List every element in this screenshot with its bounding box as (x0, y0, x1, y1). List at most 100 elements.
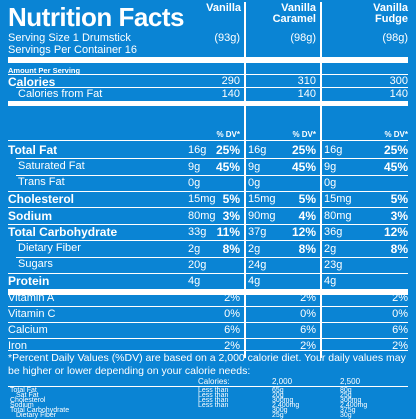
nutrient-amount: 4g (188, 275, 201, 287)
divider (8, 289, 408, 295)
nutrient-dv: 8% (222, 242, 240, 256)
dv-header: % DV* (384, 130, 408, 139)
nutrient-amount: 2g (324, 243, 337, 255)
nutrient-dv: 8% (298, 242, 316, 256)
table-cell: 300g (272, 407, 288, 414)
nutrient-dv: 5% (390, 192, 408, 206)
divider (8, 140, 408, 141)
nutrient-amount: 2g (188, 243, 201, 255)
nutrient-label: Protein (8, 274, 50, 288)
nutrient-amount: 15mg (248, 193, 276, 205)
servings-per-container: Servings Per Container 16 (8, 44, 138, 56)
nutrient-label: Total Carbohydrate (8, 225, 118, 239)
table-row-label: Cholesterol (10, 397, 46, 404)
divider (8, 338, 408, 339)
table-cell: Less than (198, 397, 229, 404)
nutrient-amount: 37g (248, 226, 267, 238)
nutrient-dv: 25% (215, 143, 240, 157)
calories-from-fat-value: 140 (389, 88, 408, 100)
nutrient-amount: 16g (324, 144, 343, 156)
divider (16, 240, 408, 241)
nutrient-dv: 8% (390, 242, 408, 256)
divider (8, 350, 408, 351)
table-row-label: Sodium (10, 402, 34, 409)
nutrient-label: Sugars (18, 258, 53, 270)
nutrient-dv: 5% (298, 192, 316, 206)
nutrient-label: Saturated Fat (18, 160, 85, 172)
divider (16, 257, 408, 258)
nutrient-amount: 80mg (188, 210, 216, 222)
table-cell: Less than (198, 402, 229, 409)
vitamin-label: Vitamin C (8, 308, 56, 320)
nutrient-amount: 0g (248, 177, 261, 189)
vitamin-dv: 0% (300, 308, 316, 320)
nutrient-label: Sodium (8, 209, 52, 223)
table-cell: Less than (198, 387, 229, 394)
table-row-label: Total Carbohydrate (10, 407, 70, 414)
table-cell: 25g (340, 392, 352, 399)
vitamin-label: Calcium (8, 324, 48, 336)
nutrient-amount: 23g (324, 259, 343, 271)
nutrient-amount: 24g (248, 259, 267, 271)
divider (8, 207, 408, 208)
divider (8, 224, 408, 225)
table-cell: 2,400mg (340, 402, 368, 409)
daily-value-footnote: *Percent Daily Values (%DV) are based on… (8, 352, 406, 377)
nutrient-dv: 45% (291, 160, 316, 174)
table-header-cell: 2,000 (272, 377, 293, 386)
nutrient-dv: 45% (383, 160, 408, 174)
calories-value: 290 (221, 75, 240, 87)
dv-header: % DV* (216, 130, 240, 139)
serving-size-grams: (93g) (214, 32, 240, 44)
nutrient-amount: 4g (248, 275, 261, 287)
table-cell: 65g (272, 387, 284, 394)
divider (8, 273, 408, 274)
table-header-cell: 2,500 (340, 377, 361, 386)
divider (16, 158, 408, 159)
thick-divider (8, 57, 408, 63)
vitamin-dv: 6% (224, 324, 240, 336)
nutrient-label: Dietary Fiber (18, 242, 81, 254)
vitamin-dv: 2% (300, 292, 316, 304)
nutrient-dv: 11% (216, 225, 240, 239)
nutrient-amount: 2g (248, 243, 261, 255)
nutrient-amount: 16g (248, 144, 267, 156)
amount-per-serving: Amount Per Serving (8, 66, 81, 75)
nutrient-amount: 4g (324, 275, 337, 287)
vitamin-dv: 2% (224, 340, 240, 352)
serving-size-grams: (98g) (382, 32, 408, 44)
column-header-vanilla-fudge: Vanilla Fudge (373, 2, 408, 25)
nutrition-facts-title: Nutrition Facts (8, 2, 184, 32)
vitamin-dv: 2% (300, 340, 316, 352)
nutrient-amount: 0g (188, 177, 201, 189)
nutrient-amount: 15mg (324, 193, 352, 205)
nutrient-dv: 12% (383, 225, 408, 239)
table-cell: 80g (340, 387, 352, 394)
vitamin-dv: 0% (224, 308, 240, 320)
nutrient-dv: 45% (215, 160, 240, 174)
vitamin-dv: 6% (392, 324, 408, 336)
vitamin-dv: 6% (300, 324, 316, 336)
nutrient-dv: 3% (222, 209, 240, 223)
divider (8, 74, 408, 75)
calories-from-fat-label: Calories from Fat (18, 88, 103, 100)
calories-from-fat-value: 140 (221, 88, 240, 100)
divider (8, 306, 408, 307)
table-cell: 300mg (340, 397, 362, 404)
calories-value: 300 (389, 75, 408, 87)
nutrient-amount: 0g (324, 177, 337, 189)
vitamin-dv: 2% (224, 292, 240, 304)
table-cell: 20g (272, 392, 284, 399)
thick-divider (8, 101, 408, 106)
calories-value: 310 (297, 75, 316, 87)
table-header-cell: Calories: (198, 377, 230, 386)
nutrient-amount: 20g (188, 259, 207, 271)
column-header-vanilla-caramel: Vanilla Caramel (272, 2, 316, 25)
serving-size: Serving Size 1 Drumstick (8, 32, 131, 44)
table-cell: 375g (340, 407, 356, 414)
vitamin-dv: 2% (392, 340, 408, 352)
nutrient-amount: 9g (324, 161, 337, 173)
nutrient-amount: 36g (324, 226, 343, 238)
table-cell: 2,400mg (272, 402, 300, 409)
nutrient-label: Total Fat (8, 143, 58, 157)
